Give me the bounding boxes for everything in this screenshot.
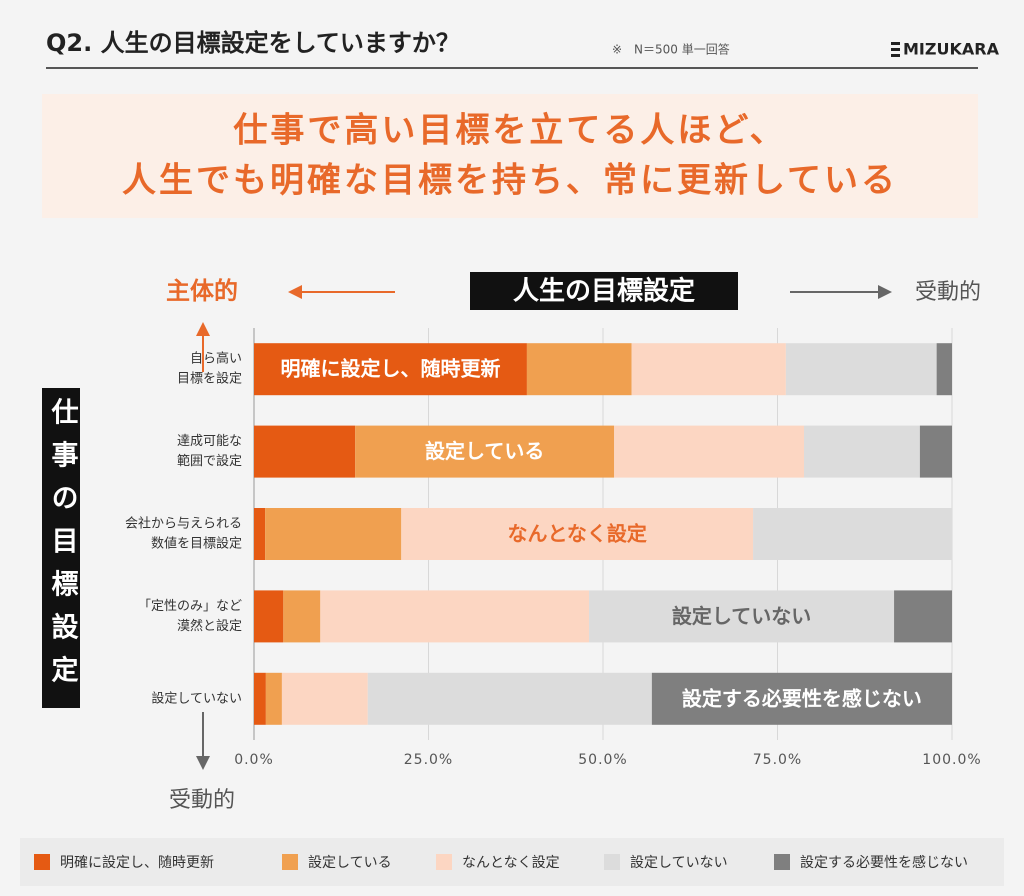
legend-label: なんとなく設定 — [462, 855, 560, 871]
bar-segment — [753, 508, 952, 560]
headline: 仕事で高い目標を立てる人ほど、 — [233, 111, 786, 151]
segment-label: なんとなく設定 — [507, 522, 646, 546]
arrow-down — [196, 712, 210, 770]
logo-icon — [891, 42, 900, 57]
y-tick-label: 目標を設定 — [177, 371, 242, 387]
segment-label: 明確に設定し、随時更新 — [280, 357, 500, 381]
y-tick-label: 漠然と設定 — [177, 618, 242, 634]
x-tick-label: 0.0% — [234, 752, 274, 768]
segment-label: 設定していない — [672, 604, 811, 628]
y-tick-label: 範囲で設定 — [177, 453, 242, 469]
headline: 人生でも明確な目標を持ち、常に更新している — [122, 161, 898, 201]
arrow-left — [288, 285, 395, 299]
bar-segment — [936, 343, 952, 396]
x-title-box — [470, 272, 738, 310]
x-tick-label: 50.0% — [578, 752, 627, 768]
y-tick-label: 数値を目標設定 — [151, 536, 242, 552]
x-left-label: 主体的 — [166, 277, 238, 305]
bar-segment — [804, 425, 920, 478]
bar-segment — [631, 343, 786, 396]
bar-segment — [283, 590, 321, 643]
bar-segment — [254, 425, 356, 478]
logo: MIZUKARA — [903, 40, 1000, 59]
note: ※ N＝500 単一回答 — [612, 42, 730, 57]
x-tick-label: 25.0% — [404, 752, 453, 768]
bar-segment — [265, 508, 402, 560]
headline-box — [42, 94, 978, 218]
bar-segment — [589, 590, 895, 643]
x-tick-label: 100.0% — [922, 752, 981, 768]
bar-segment — [281, 672, 368, 725]
legend-label: 設定している — [308, 855, 392, 871]
legend-swatch — [282, 854, 298, 870]
legend-label: 明確に設定し、随時更新 — [60, 855, 214, 871]
segment-label: 設定する必要性を感じない — [682, 686, 922, 710]
legend-swatch — [34, 854, 50, 870]
bar-segment — [320, 590, 590, 643]
bar-segment — [254, 590, 284, 643]
bar-segment — [614, 425, 805, 478]
bar-segment — [265, 672, 282, 725]
bar-segment — [651, 672, 952, 725]
y-title: 仕事の目標設定 — [47, 397, 80, 698]
bar-segment — [355, 425, 615, 478]
bar-segment — [367, 672, 652, 725]
legend-swatch — [604, 854, 620, 870]
y-tick-label: 設定していない — [151, 690, 242, 706]
legend-label: 設定していない — [630, 855, 728, 871]
legend-swatch — [774, 854, 790, 870]
y-bottom-label: 受動的 — [169, 788, 235, 813]
y-tick-label: 「定性のみ」など — [138, 599, 242, 614]
bar-segment — [919, 425, 952, 478]
y-tick-label: 自ら高い — [190, 351, 242, 367]
x-tick-label: 75.0% — [753, 752, 802, 768]
y-title-box — [42, 388, 80, 708]
bar-segment — [254, 343, 527, 396]
y-tick-label: 会社から与えられる — [125, 516, 242, 532]
bar-segment — [254, 508, 266, 560]
legend-swatch — [436, 854, 452, 870]
segment-label: 設定している — [425, 439, 544, 463]
bar-segment — [254, 672, 266, 725]
page-title: Q2. 人生の目標設定をしていますか？ — [46, 29, 460, 57]
bar-segment — [526, 343, 632, 396]
x-right-label: 受動的 — [915, 280, 981, 305]
bar-segment — [785, 343, 937, 396]
legend-box — [20, 838, 1004, 886]
bar-segment — [894, 590, 952, 643]
arrow-up — [196, 322, 210, 372]
bar-segment — [401, 508, 754, 560]
x-title: 人生の目標設定 — [513, 276, 695, 307]
legend-label: 設定する必要性を感じない — [800, 854, 968, 871]
y-tick-label: 達成可能な — [177, 434, 242, 449]
arrow-right — [790, 285, 892, 299]
